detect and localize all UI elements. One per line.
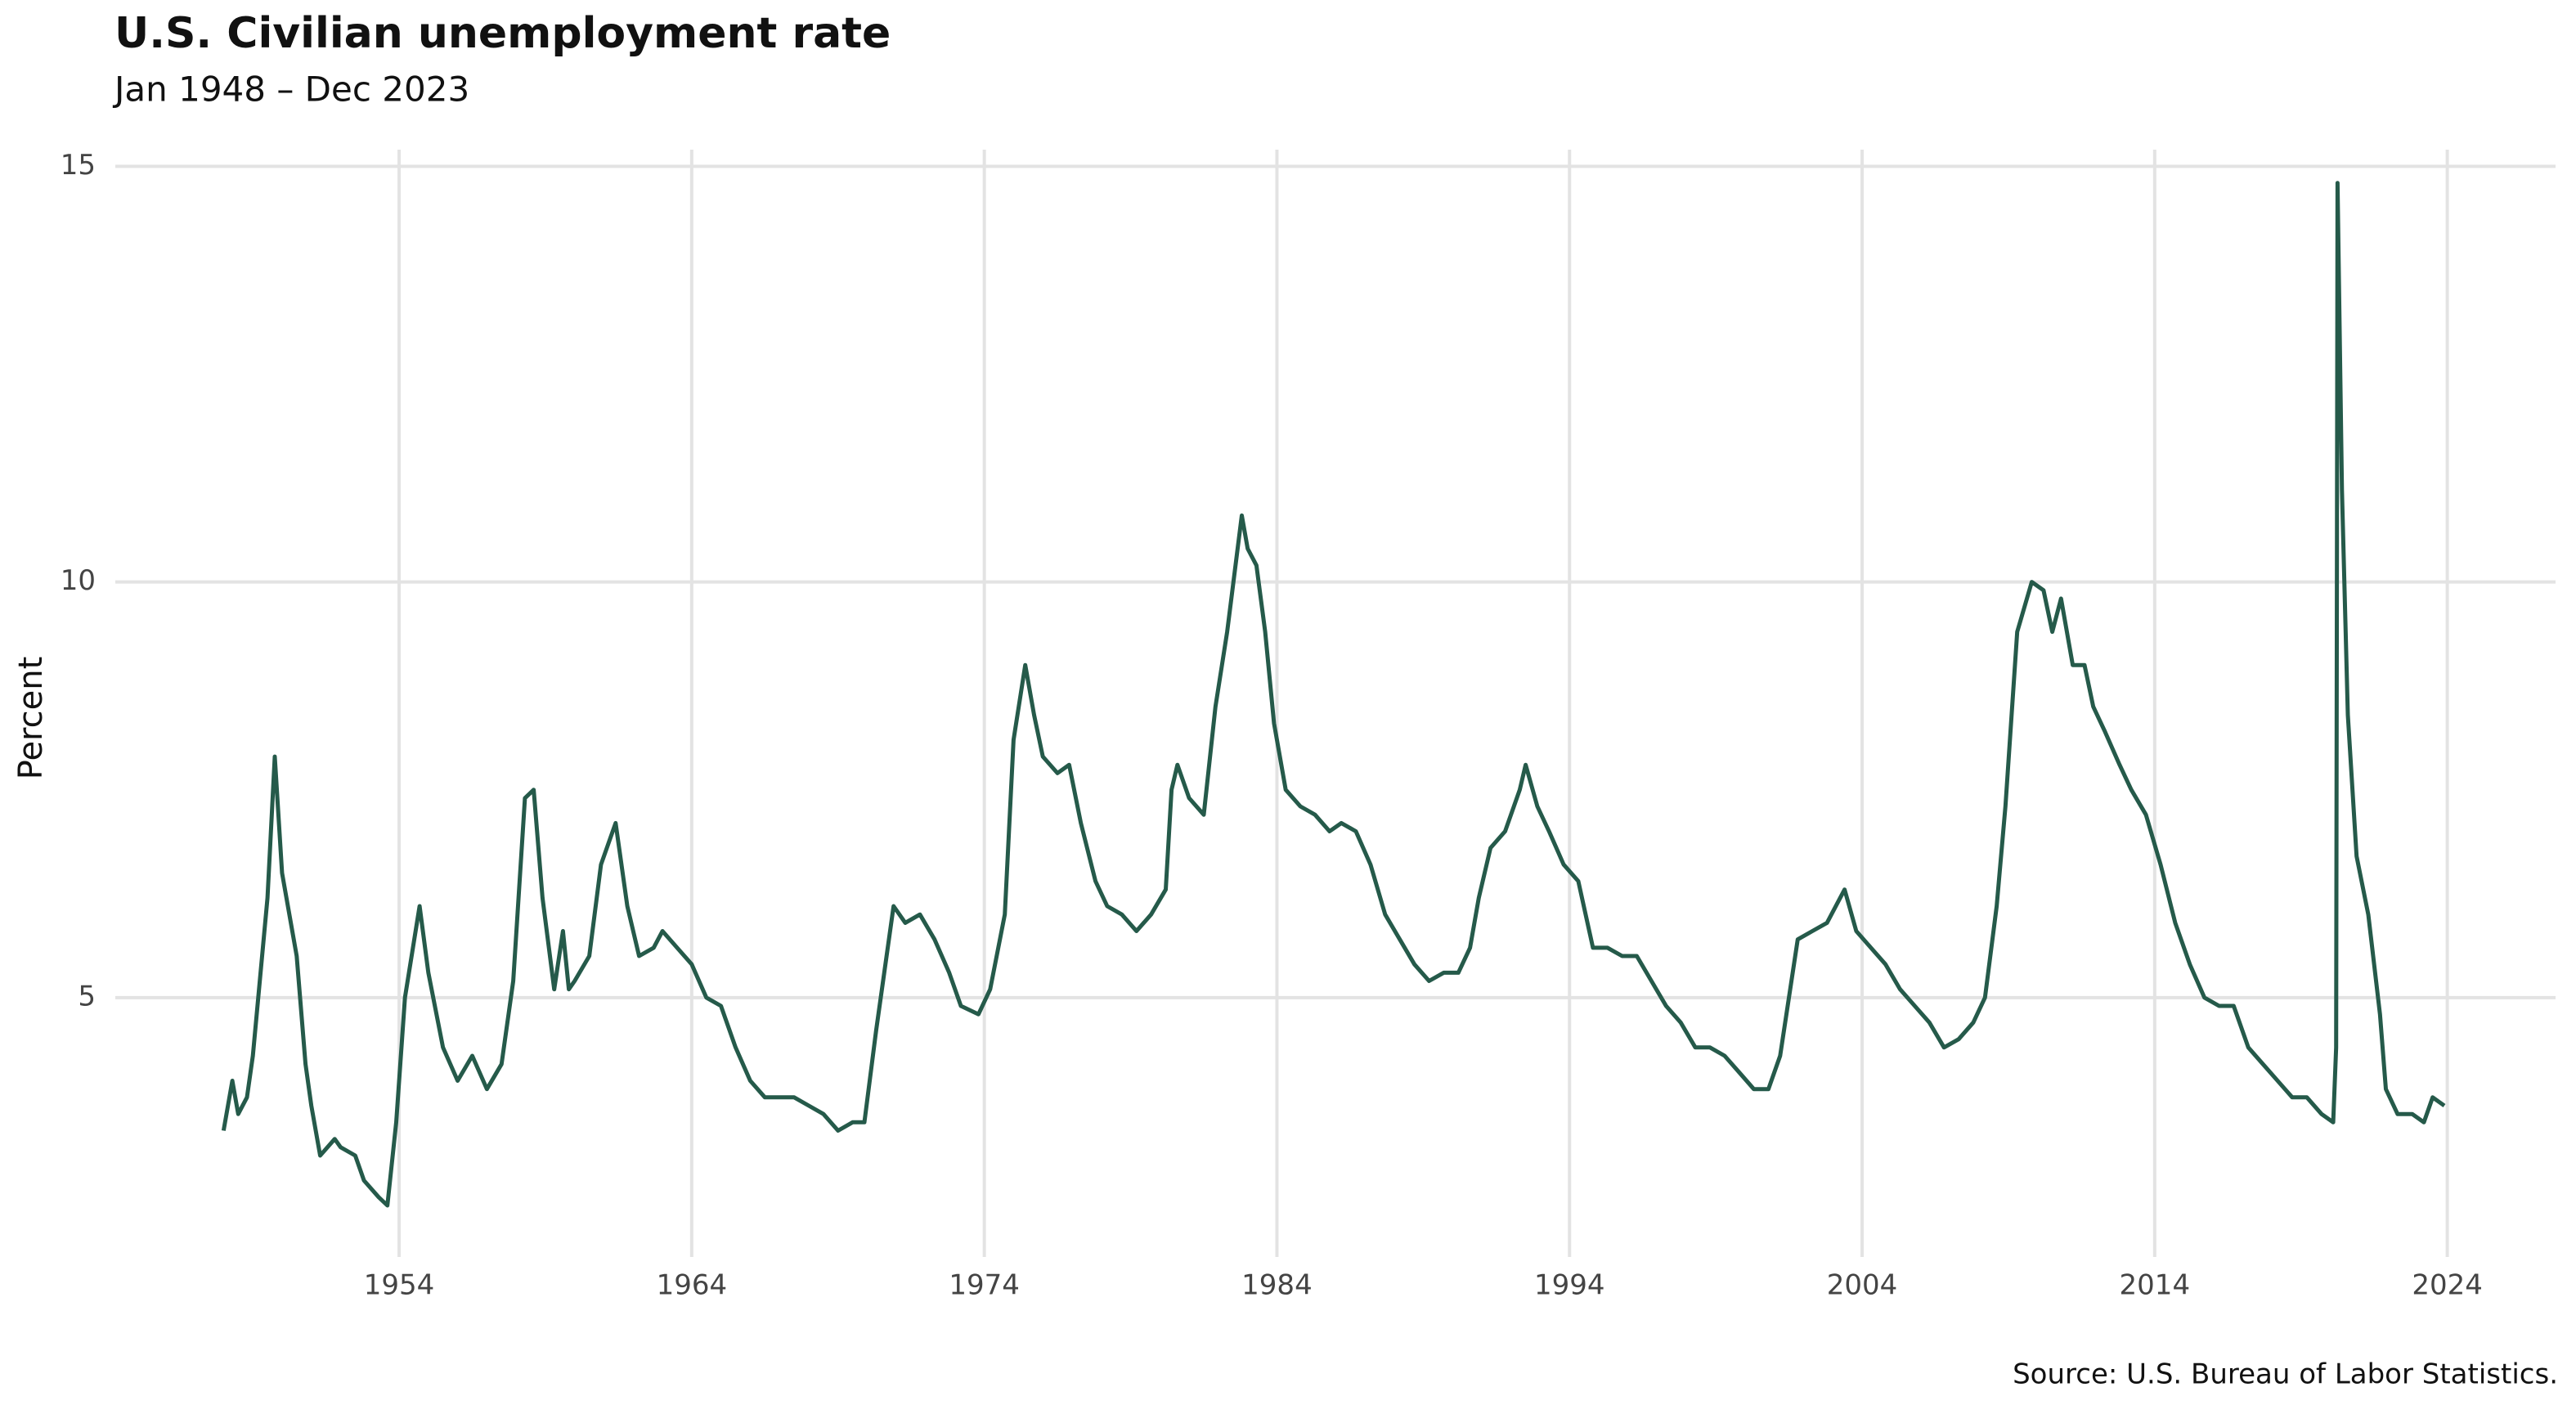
- y-tick-label: 15: [61, 149, 96, 182]
- x-tick-label: 1954: [364, 1269, 435, 1302]
- chart-subtitle: Jan 1948 – Dec 2023: [112, 70, 469, 110]
- x-tick-label: 2004: [1827, 1269, 1898, 1302]
- x-tick-label: 2014: [2120, 1269, 2191, 1302]
- x-tick-label: 1984: [1241, 1269, 1313, 1302]
- x-tick-label: 2024: [2412, 1269, 2483, 1302]
- x-tick-label: 1974: [949, 1269, 1020, 1302]
- y-tick-label: 5: [78, 980, 96, 1012]
- y-axis-label: Percent: [12, 657, 50, 780]
- y-tick-label: 10: [61, 564, 96, 597]
- x-tick-label: 1964: [657, 1269, 728, 1302]
- source-note: Source: U.S. Bureau of Labor Statistics.: [2013, 1358, 2558, 1391]
- chart-title: U.S. Civilian unemployment rate: [114, 9, 891, 58]
- data-line: [221, 181, 2446, 1208]
- x-tick-label: 1994: [1534, 1269, 1605, 1302]
